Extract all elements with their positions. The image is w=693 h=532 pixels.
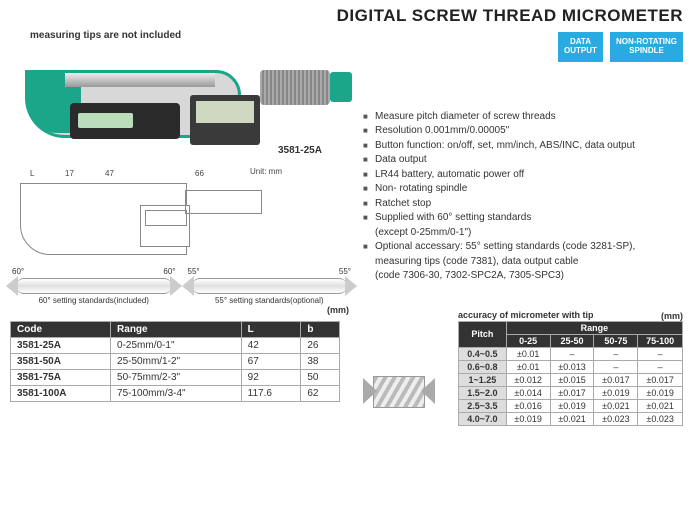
table-row: 0.6~0.8±0.01±0.013–– bbox=[459, 360, 683, 373]
table-row: 3581-100A75-100mm/3-4"117.662 bbox=[11, 386, 340, 402]
accuracy-table: PitchRange 0-2525-5050-7575-100 0.4~0.5±… bbox=[458, 321, 683, 426]
table-row: 1~1.25±0.012±0.015±0.017±0.017 bbox=[459, 373, 683, 386]
feature-item: Button function: on/off, set, mm/inch, A… bbox=[363, 139, 683, 154]
tip-diagram bbox=[363, 356, 458, 426]
tip-note: measuring tips are not included bbox=[30, 30, 353, 41]
spec-table: CodeRangeLb 3581-25A0-25mm/0-1"42263581-… bbox=[10, 321, 340, 402]
feature-item: Resolution 0.001mm/0.00005" bbox=[363, 124, 683, 139]
acc-title: accuracy of micrometer with tip bbox=[458, 310, 594, 320]
badge-non-rotating: NON-ROTATING SPINDLE bbox=[610, 32, 683, 62]
product-photo: 3581-25A bbox=[10, 45, 350, 165]
main-table-unit: (mm) bbox=[10, 305, 353, 315]
page-title: DIGITAL SCREW THREAD MICROMETER bbox=[10, 6, 683, 26]
table-row: 1.5~2.0±0.014±0.017±0.019±0.019 bbox=[459, 386, 683, 399]
dimension-diagram: L 17 47 66 Unit: mm bbox=[10, 165, 350, 265]
feature-item: Ratchet stop bbox=[363, 197, 683, 212]
table-row: 2.5~3.5±0.016±0.019±0.021±0.021 bbox=[459, 399, 683, 412]
table-row: 0.4~0.5±0.01––– bbox=[459, 347, 683, 360]
table-row: 4.0~7.0±0.019±0.021±0.023±0.023 bbox=[459, 412, 683, 425]
features-list: Measure pitch diameter of screw threadsR… bbox=[363, 110, 683, 284]
feature-item: Non- rotating spindle bbox=[363, 182, 683, 197]
feature-item: Measure pitch diameter of screw threads bbox=[363, 110, 683, 125]
setting-standards: 60°60° 60° setting standards(included) 5… bbox=[10, 267, 353, 305]
feature-item: LR44 battery, automatic power off bbox=[363, 168, 683, 183]
feature-item: Supplied with 60° setting standards (exc… bbox=[363, 211, 683, 240]
acc-unit: (mm) bbox=[661, 311, 683, 321]
table-row: 3581-25A0-25mm/0-1"4226 bbox=[11, 338, 340, 354]
feature-item: Data output bbox=[363, 153, 683, 168]
table-row: 3581-50A25-50mm/1-2"6738 bbox=[11, 354, 340, 370]
badge-data-output: DATA OUTPUT bbox=[558, 32, 603, 62]
table-row: 3581-75A50-75mm/2-3"9250 bbox=[11, 370, 340, 386]
model-label: 3581-25A bbox=[278, 145, 322, 156]
feature-item: Optional accessary: 55° setting standard… bbox=[363, 240, 683, 284]
